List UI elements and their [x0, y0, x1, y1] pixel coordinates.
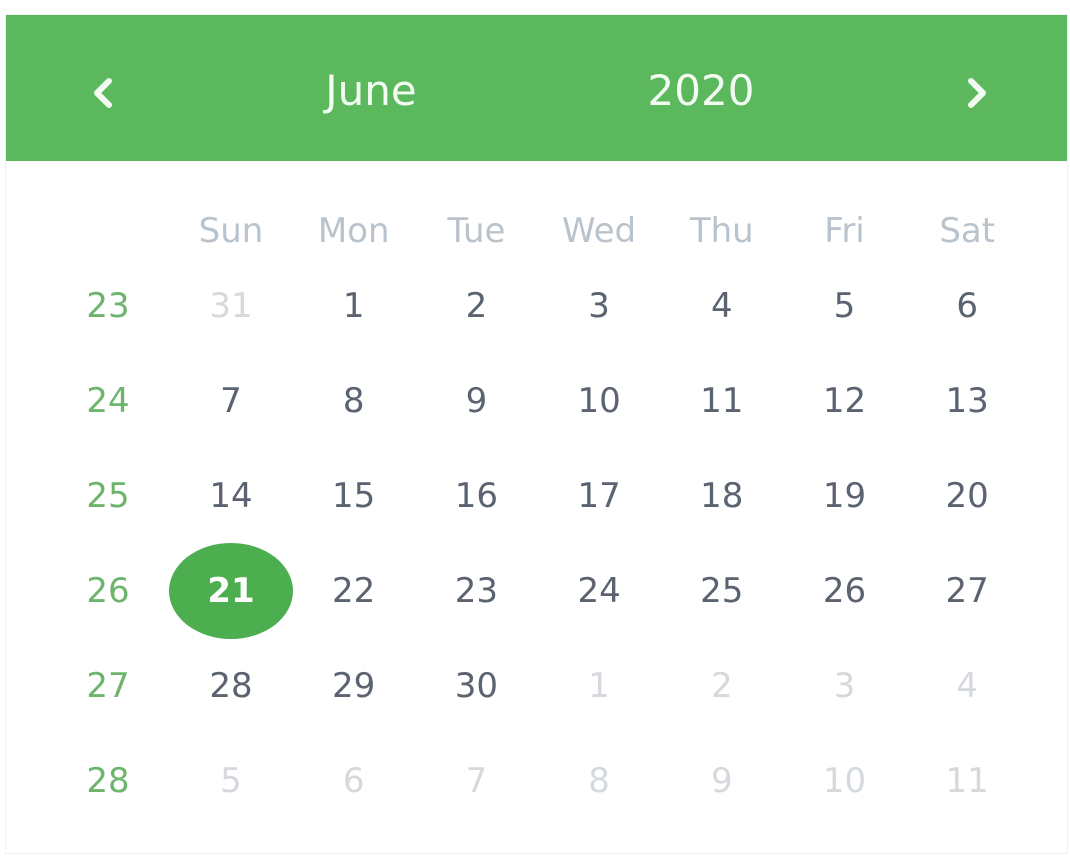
day-cell[interactable]: 4	[956, 666, 978, 706]
day-cell[interactable]: 28	[209, 666, 253, 706]
day-cell[interactable]: 9	[465, 381, 488, 421]
day-cell[interactable]: 5	[220, 761, 242, 801]
week-number: 28	[86, 761, 130, 801]
day-cell[interactable]: 8	[342, 381, 365, 421]
day-cell[interactable]: 15	[332, 476, 376, 516]
weekday-label: Thu	[689, 211, 754, 251]
day-cell[interactable]: 27	[945, 571, 989, 611]
day-cell[interactable]: 24	[577, 571, 621, 611]
day-cell[interactable]: 4	[710, 286, 733, 326]
month-label[interactable]: June	[325, 66, 417, 115]
day-cell[interactable]: 1	[588, 666, 610, 706]
day-cell[interactable]: 11	[945, 761, 989, 801]
day-cell[interactable]: 5	[833, 286, 856, 326]
day-cell[interactable]: 31	[209, 286, 253, 326]
week-number: 23	[86, 286, 130, 326]
day-cell[interactable]: 9	[710, 761, 733, 801]
day-cell[interactable]: 16	[454, 476, 499, 516]
prev-month-button[interactable]	[84, 73, 124, 113]
day-cell[interactable]: 11	[700, 381, 744, 421]
day-cell[interactable]: 20	[945, 476, 989, 516]
day-cell[interactable]: 7	[220, 381, 242, 421]
day-cell[interactable]: 2	[710, 666, 733, 706]
day-cell[interactable]: 22	[332, 571, 376, 611]
selected-day[interactable]: 21	[169, 543, 293, 639]
day-cell[interactable]: 17	[577, 476, 621, 516]
calendar: June 2020 Sun Mon Tue Wed Thu Fri Sat 23 31 1 2 3 4 5…	[5, 14, 1068, 854]
day-cell[interactable]: 29	[332, 666, 376, 706]
day-cell[interactable]: 25	[700, 571, 744, 611]
weekday-label: Tue	[447, 211, 506, 251]
day-cell[interactable]: 3	[588, 286, 610, 326]
day-cell[interactable]: 18	[700, 476, 744, 516]
weekday-label: Sat	[939, 211, 996, 251]
day-cell[interactable]: 7	[465, 761, 488, 801]
day-cell[interactable]: 3	[833, 666, 856, 706]
next-month-button[interactable]	[956, 73, 996, 113]
year-label[interactable]: 2020	[647, 66, 755, 115]
day-cell[interactable]: 10	[822, 761, 867, 801]
day-cell[interactable]: 30	[454, 666, 499, 706]
day-cell[interactable]: 26	[822, 571, 867, 611]
week-number: 26	[86, 571, 130, 611]
day-cell[interactable]: 19	[822, 476, 867, 516]
week-number: 27	[86, 666, 130, 706]
calendar-header: June 2020	[6, 15, 1067, 161]
week-number: 25	[86, 476, 130, 516]
weekday-label: Mon	[317, 211, 390, 251]
weekday-label: Fri	[824, 211, 865, 251]
day-cell[interactable]: 12	[822, 381, 867, 421]
day-cell[interactable]: 10	[577, 381, 621, 421]
day-cell[interactable]: 6	[342, 761, 365, 801]
day-cell[interactable]: 2	[465, 286, 488, 326]
day-cell[interactable]: 14	[209, 476, 253, 516]
week-number: 24	[86, 381, 130, 421]
weekday-label: Wed	[562, 211, 637, 251]
day-cell[interactable]: 1	[342, 286, 365, 326]
day-cell[interactable]: 23	[454, 571, 499, 611]
weekday-label: Sun	[198, 211, 264, 251]
day-cell[interactable]: 8	[588, 761, 610, 801]
day-cell[interactable]: 6	[956, 286, 978, 326]
day-cell[interactable]: 13	[945, 381, 989, 421]
